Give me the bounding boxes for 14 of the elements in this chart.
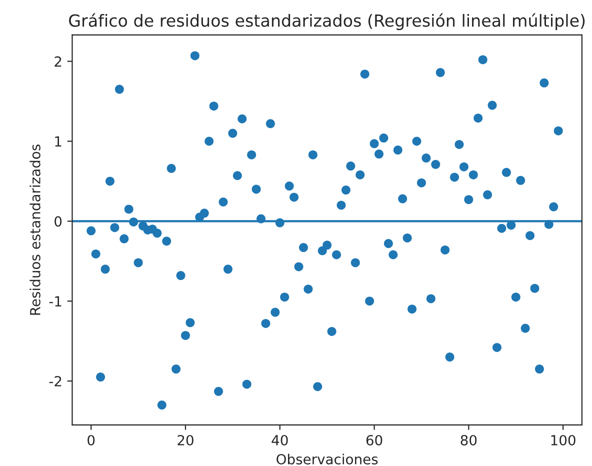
x-tick-label: 40 bbox=[272, 434, 288, 446]
x-tick-label: 60 bbox=[366, 434, 382, 446]
x-tick-label: 0 bbox=[88, 434, 95, 446]
y-tick-label: -1 bbox=[49, 296, 62, 306]
y-tick-label: 0 bbox=[54, 216, 62, 227]
y-axis-title: Residuos estandarizados bbox=[30, 144, 40, 315]
x-tick-label: 100 bbox=[551, 434, 576, 446]
x-tick-label: 20 bbox=[178, 434, 194, 446]
y-tick-label: 2 bbox=[54, 56, 62, 67]
y-tick-label: 1 bbox=[55, 136, 62, 147]
x-tick-label: 80 bbox=[460, 434, 477, 446]
x-axis-title: Observaciones bbox=[276, 454, 378, 464]
chart-title: Gráfico de residuos estandarizados (Regresión lineal múltiple) bbox=[69, 13, 585, 30]
y-tick-label: -2 bbox=[49, 376, 62, 386]
